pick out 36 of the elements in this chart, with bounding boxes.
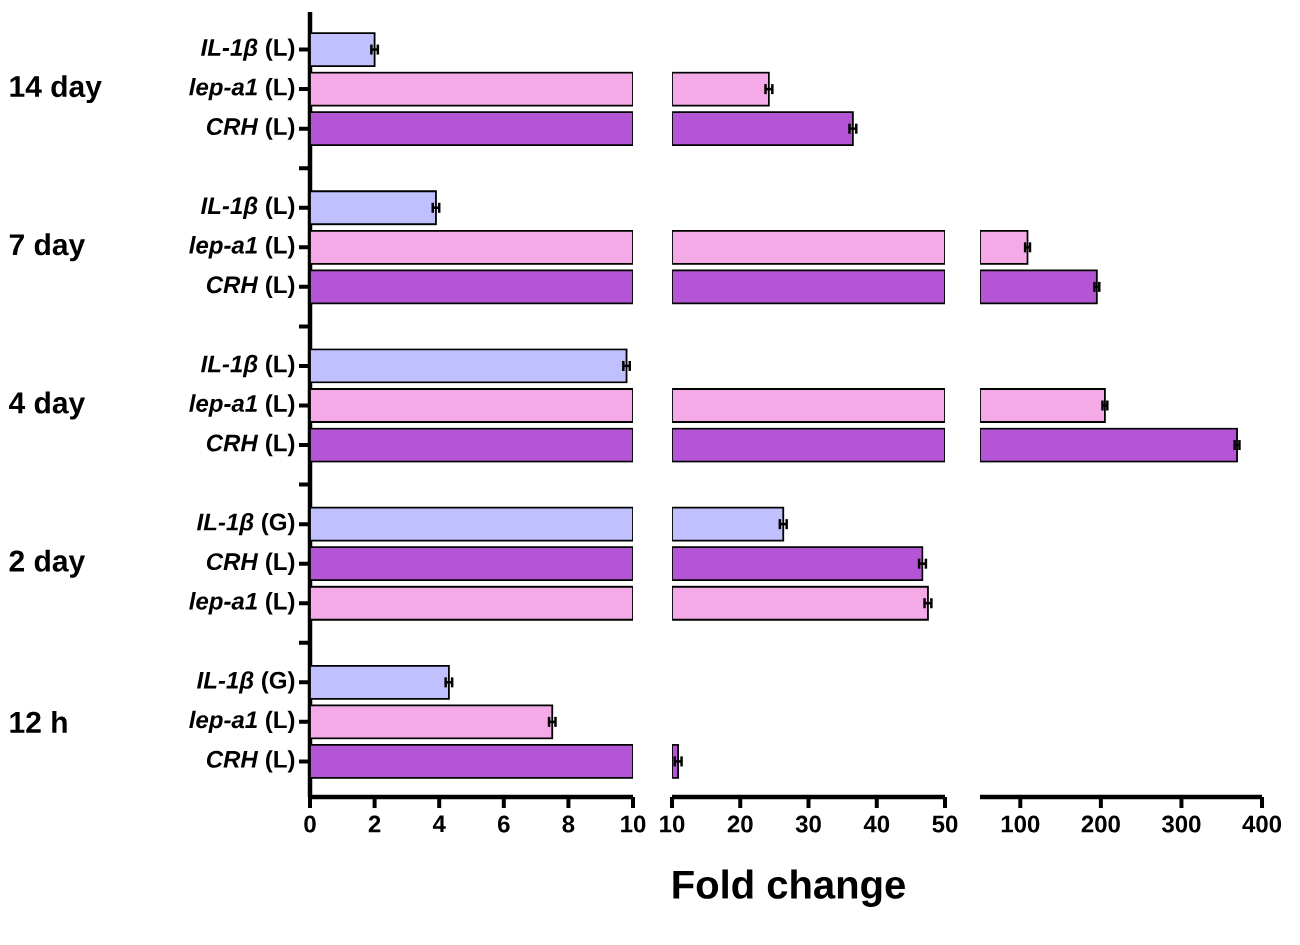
y-tick-label: CRH (L) <box>206 275 295 299</box>
x-tick-label: 2 <box>368 815 381 833</box>
x-tick-label: 6 <box>498 815 510 833</box>
y-tick-label: lep-a1 (L) <box>189 77 295 101</box>
x-tick-label: 0 <box>304 815 316 833</box>
x-tick-label: 400 <box>1242 815 1282 833</box>
x-tick-label: 4 <box>432 815 446 833</box>
x-tick-label: 30 <box>795 815 821 833</box>
x-tick-label: 8 <box>562 815 575 833</box>
y-tick-label: lep-a1 (L) <box>189 394 295 417</box>
y-tick-label: CRH (L) <box>206 552 295 575</box>
x-axis-title: Fold change <box>673 869 905 907</box>
x-tick-label: 100 <box>1001 815 1040 833</box>
y-tick-label: lep-a1 (L) <box>189 236 295 259</box>
y-tick-label: CRH (L) <box>206 433 295 457</box>
y-tick-label: CRH (L) <box>206 750 295 773</box>
x-tick-label: 50 <box>932 815 958 833</box>
x-tick-label: 40 <box>863 815 890 833</box>
x-tick-label: 10 <box>660 815 685 833</box>
text: 12 h <box>10 711 67 733</box>
y-tick-label: IL-1β (L) <box>201 38 295 61</box>
y-tick-label: IL-1β (G) <box>197 512 295 536</box>
y-tick-label: IL-1β (L) <box>201 196 295 219</box>
y-tick-label: IL-1β (G) <box>197 671 295 694</box>
x-tick-label: 10 <box>621 815 646 833</box>
text: 4 day <box>8 391 86 420</box>
text: 14 day <box>10 75 102 104</box>
y-tick-label: IL-1β (L) <box>201 354 295 378</box>
x-tick-label: 20 <box>727 815 753 833</box>
text: 7 day <box>9 233 86 262</box>
text: 2 day <box>9 549 86 578</box>
y-tick-label: lep-a1 (L) <box>189 592 295 615</box>
x-tick-label: 200 <box>1081 815 1120 833</box>
y-tick-label: CRH (L) <box>206 117 295 140</box>
y-tick-label: lep-a1 (L) <box>189 710 295 734</box>
x-tick-label: 300 <box>1161 815 1201 833</box>
